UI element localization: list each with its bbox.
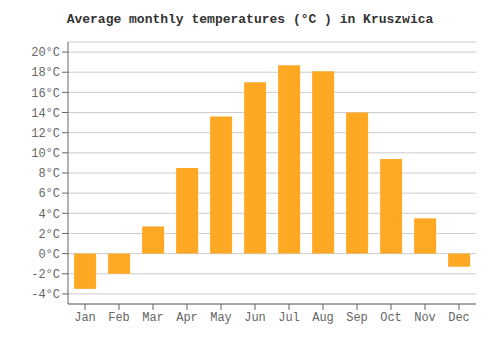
svg-text:Dec: Dec: [448, 311, 470, 325]
svg-text:Aug: Aug: [312, 311, 334, 325]
svg-text:-4°C: -4°C: [31, 288, 60, 302]
svg-text:6°C: 6°C: [38, 187, 60, 201]
svg-text:4°C: 4°C: [38, 208, 60, 222]
svg-text:18°C: 18°C: [31, 66, 60, 80]
svg-text:Feb: Feb: [108, 311, 130, 325]
html-text:Average monthly temperatures (: Average monthly temperatures (°C ) in Kr…: [66, 12, 434, 27]
svg-text:Apr: Apr: [176, 311, 198, 325]
svg-text:16°C: 16°C: [31, 87, 60, 101]
svg-text:Sep: Sep: [346, 311, 368, 325]
svg-text:14°C: 14°C: [31, 107, 60, 121]
svg-text:Jun: Jun: [244, 311, 266, 325]
svg-text:Jan: Jan: [74, 311, 96, 325]
svg-text:2°C: 2°C: [38, 228, 60, 242]
svg-text:8°C: 8°C: [38, 167, 60, 181]
svg-text:20°C: 20°C: [31, 46, 60, 60]
svg-text:Mar: Mar: [142, 311, 164, 325]
svg-text:Oct: Oct: [380, 311, 402, 325]
svg-text:10°C: 10°C: [31, 147, 60, 161]
svg-text:-2°C: -2°C: [31, 268, 60, 282]
svg-text:Nov: Nov: [414, 311, 436, 325]
svg-text:12°C: 12°C: [31, 127, 60, 141]
svg-text:Jul: Jul: [278, 311, 300, 325]
svg-text:May: May: [210, 311, 232, 325]
svg-text:0°C: 0°C: [38, 248, 60, 262]
